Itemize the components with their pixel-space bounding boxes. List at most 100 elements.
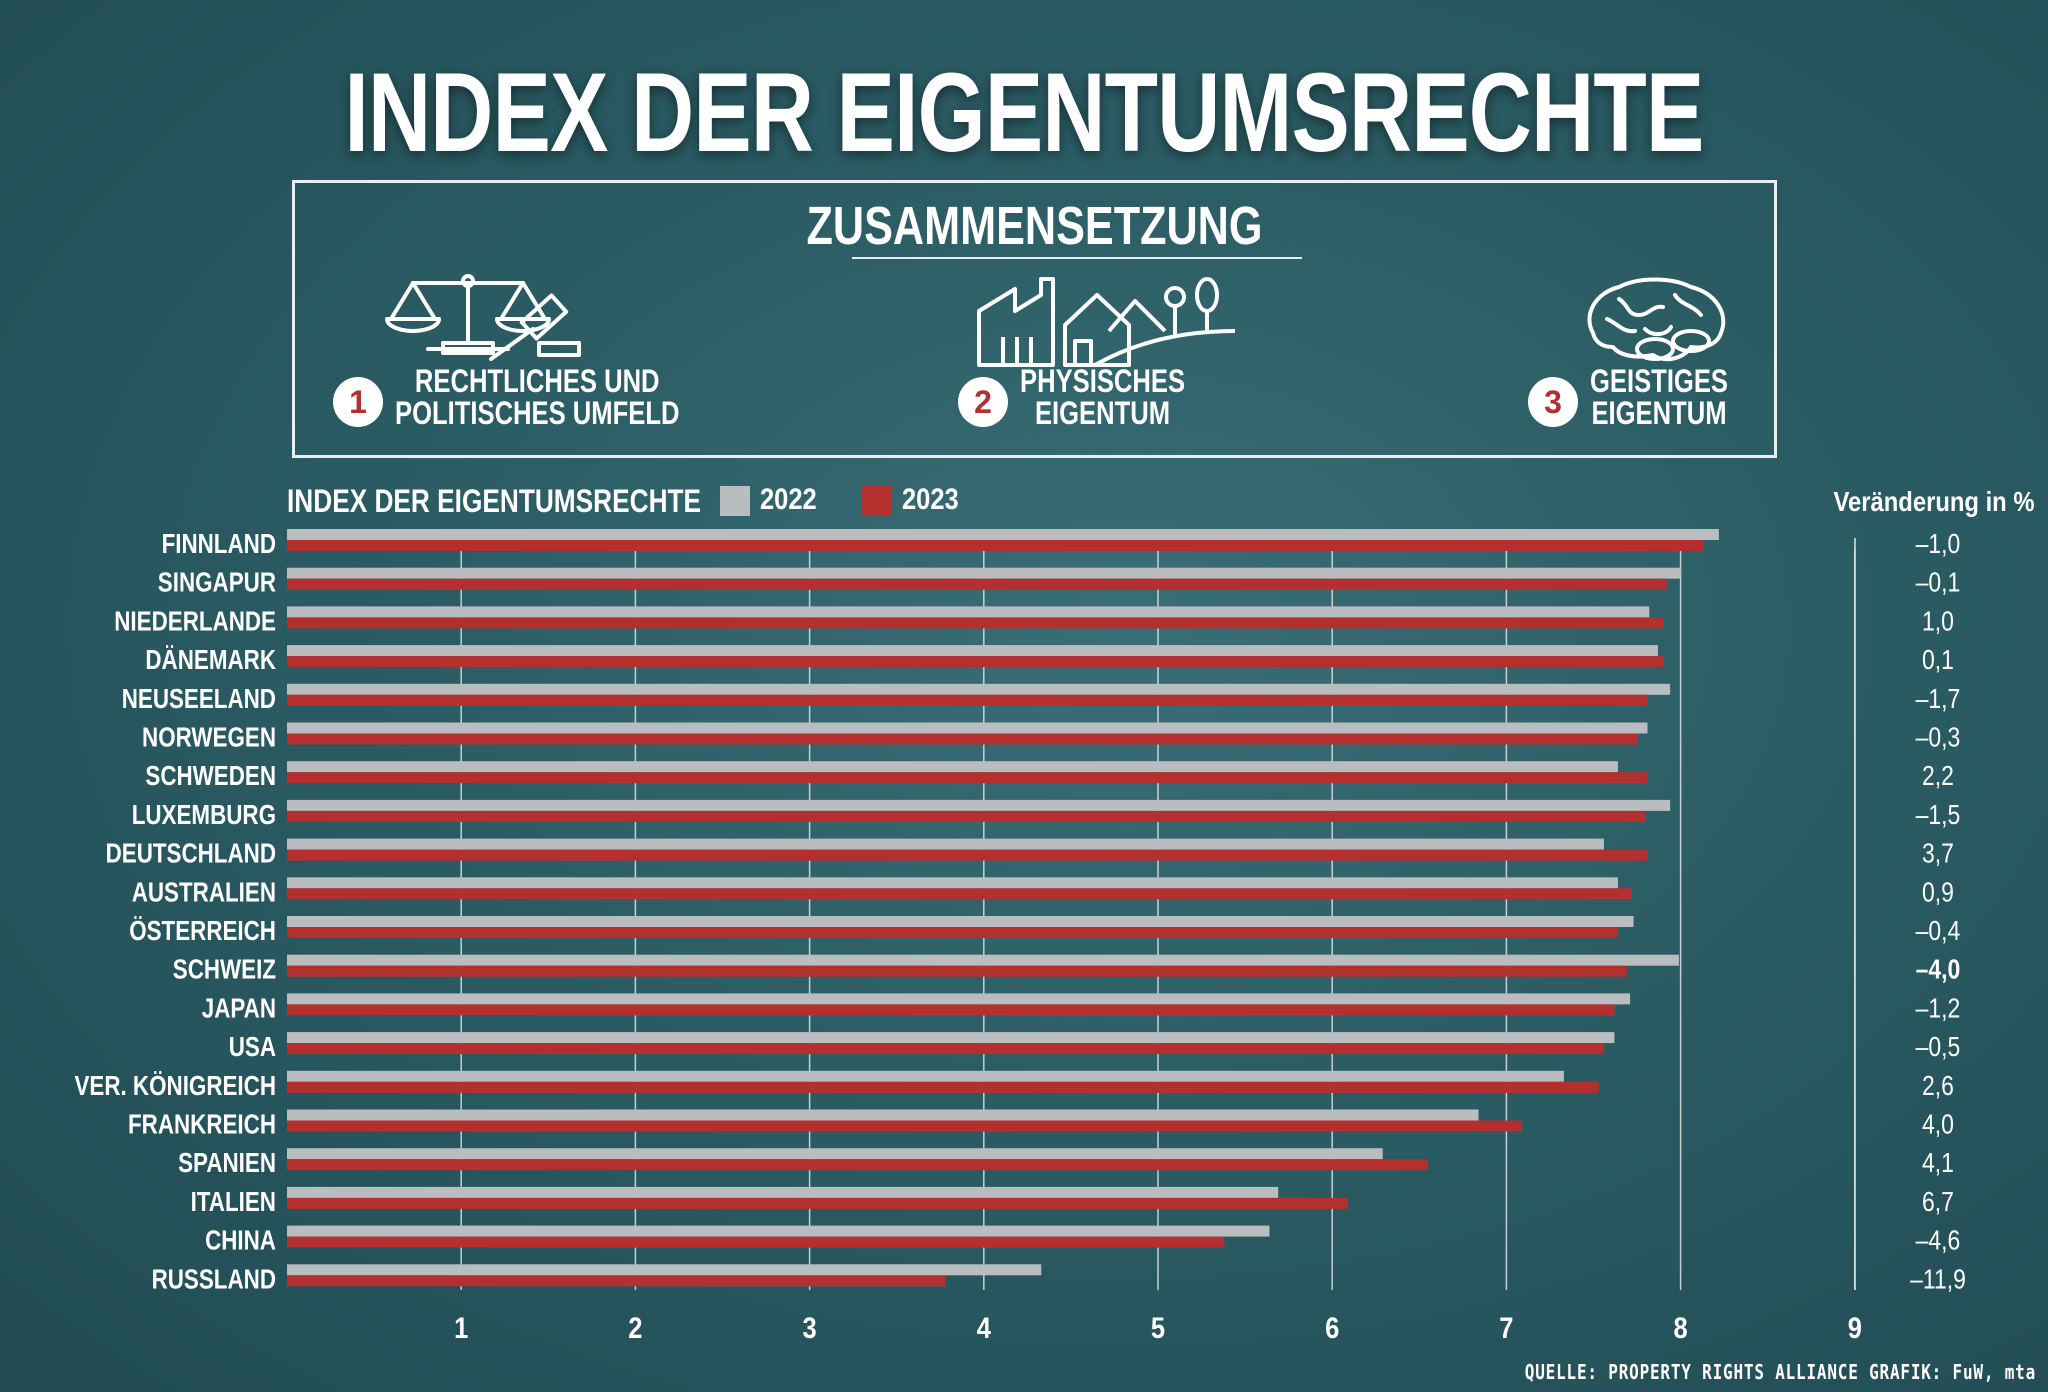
- category-label: SINGAPUR: [158, 567, 276, 598]
- bar-2023: [287, 578, 1667, 590]
- composition-item-2-label: PHYSISCHES EIGENTUM: [1020, 363, 1186, 431]
- category-label: LUXEMBURG: [132, 800, 276, 831]
- legend-swatch-2022: [720, 486, 750, 516]
- brain-icon: [1587, 277, 1726, 362]
- bar-2022: [287, 1264, 1042, 1276]
- bar-2023: [287, 1197, 1348, 1209]
- composition-item-1: 1 RECHTLICHES UND POLITISCHES UMFELD: [333, 365, 693, 435]
- bar-2023: [287, 965, 1627, 977]
- category-label: FRANKREICH: [128, 1109, 276, 1140]
- change-value: –0,4: [1916, 916, 1961, 947]
- change-value: 4,0: [1922, 1109, 1954, 1140]
- change-value: 2,6: [1922, 1071, 1954, 1102]
- x-tick-label: 3: [803, 1311, 817, 1344]
- composition-item-1-label: RECHTLICHES UND POLITISCHES UMFELD: [395, 363, 680, 431]
- bar-2023: [287, 656, 1664, 668]
- x-tick-label: 7: [1499, 1311, 1513, 1344]
- bar-2023: [287, 849, 1648, 861]
- bar-2023: [287, 888, 1632, 900]
- category-label: ÖSTERREICH: [129, 915, 276, 947]
- bar-2022: [287, 838, 1604, 850]
- composition-item-3: 3 GEISTIGES EIGENTUM: [1528, 365, 1748, 435]
- category-label: DÄNEMARK: [145, 645, 276, 676]
- x-tick-label: 9: [1848, 1311, 1862, 1344]
- category-label: NIEDERLANDE: [114, 606, 276, 637]
- badge-1: 1: [333, 377, 383, 427]
- change-value: –1,7: [1916, 684, 1961, 715]
- bar-2023: [287, 772, 1648, 784]
- change-value: 3,7: [1922, 839, 1954, 870]
- x-tick-label: 8: [1674, 1311, 1688, 1344]
- change-value: –4,6: [1916, 1226, 1961, 1257]
- legend-swatch-2023: [862, 486, 892, 516]
- x-tick-label: 5: [1151, 1311, 1165, 1344]
- bar-2023: [287, 1081, 1599, 1093]
- x-tick-label: 1: [454, 1311, 468, 1344]
- category-label: NORWEGEN: [142, 722, 276, 753]
- category-label: SPANIEN: [178, 1148, 276, 1179]
- composition-box: ZUSAMMENSETZUNG 1 RECHTLICHES UND POLITI…: [292, 180, 1777, 458]
- category-label: JAPAN: [202, 993, 276, 1024]
- category-label: VER. KÖNIGREICH: [74, 1069, 276, 1101]
- change-value: 4,1: [1922, 1148, 1954, 1179]
- legend-label-2023: 2023: [902, 483, 959, 516]
- bar-2022: [287, 761, 1618, 773]
- bar-2022: [287, 1109, 1479, 1121]
- bar-2023: [287, 1159, 1429, 1171]
- change-header: Veränderung in %: [1832, 486, 2034, 517]
- badge-3: 3: [1528, 377, 1578, 427]
- change-value: 0,1: [1922, 645, 1954, 676]
- factory-house-icon: [977, 277, 1235, 367]
- chart-title: INDEX DER EIGENTUMSRECHTE: [287, 483, 702, 519]
- bar-2023: [287, 540, 1704, 551]
- bar-2023: [287, 927, 1618, 938]
- bar-2023: [287, 1120, 1523, 1132]
- bar-2023: [287, 617, 1664, 629]
- bar-2022: [287, 993, 1631, 1005]
- bar-2022: [287, 1186, 1279, 1198]
- bar-2023: [287, 1043, 1604, 1055]
- category-label: FINNLAND: [162, 529, 276, 560]
- bar-2023: [287, 1236, 1225, 1248]
- change-value: –11,9: [1910, 1264, 1966, 1295]
- bar-2022: [287, 954, 1679, 966]
- change-value: 0,9: [1922, 877, 1954, 908]
- bar-2022: [287, 529, 1719, 540]
- x-tick-label: 2: [628, 1311, 642, 1344]
- page-title: INDEX DER EIGENTUMSRECHTE: [344, 50, 1705, 175]
- legend-label-2022: 2022: [760, 483, 817, 516]
- bar-2022: [287, 799, 1671, 811]
- bar-2022: [287, 722, 1648, 734]
- scales-gavel-icon: [385, 274, 581, 361]
- change-value: 1,0: [1922, 606, 1954, 637]
- change-value: –1,0: [1916, 529, 1961, 560]
- change-value: –0,3: [1916, 722, 1961, 753]
- bar-2022: [287, 877, 1618, 889]
- change-value: 2,2: [1922, 761, 1954, 792]
- category-label: SCHWEDEN: [145, 761, 276, 792]
- category-label: DEUTSCHLAND: [106, 838, 276, 869]
- change-value: –1,5: [1916, 800, 1961, 831]
- category-label: AUSTRALIEN: [132, 877, 276, 908]
- composition-item-2: 2 PHYSISCHES EIGENTUM: [958, 365, 1218, 435]
- composition-underline: [852, 257, 1302, 259]
- bar-2022: [287, 1148, 1383, 1160]
- bar-2023: [287, 810, 1646, 822]
- category-label: RUSSLAND: [152, 1264, 276, 1295]
- bar-2023: [287, 1275, 946, 1287]
- bar-2022: [287, 1225, 1270, 1237]
- category-label: USA: [229, 1032, 276, 1063]
- change-value: –1,2: [1916, 993, 1961, 1024]
- category-label: CHINA: [205, 1225, 276, 1256]
- category-label: SCHWEIZ: [173, 954, 276, 985]
- bar-2022: [287, 567, 1681, 579]
- x-tick-label: 6: [1325, 1311, 1339, 1344]
- bar-2022: [287, 645, 1658, 657]
- change-value: –4,0: [1916, 955, 1961, 986]
- composition-title: ZUSAMMENSETZUNG: [806, 196, 1263, 256]
- source-credit: QUELLE: PROPERTY RIGHTS ALLIANCE GRAFIK:…: [1524, 1360, 2036, 1384]
- bar-2022: [287, 1070, 1564, 1082]
- change-value: –0,5: [1916, 1032, 1961, 1063]
- category-label: ITALIEN: [191, 1187, 276, 1218]
- bar-2022: [287, 606, 1650, 618]
